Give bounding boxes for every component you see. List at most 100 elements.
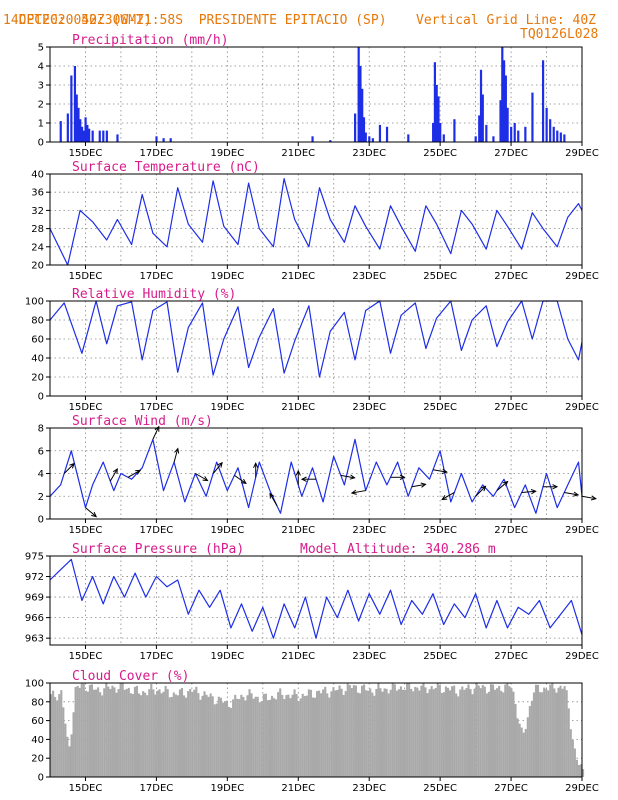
humidity-panel: 0 20 40 60 80 100 15DEC 17DEC 19DEC 21DEC 23DEC 25D… (25, 287, 599, 413)
cloud-column (375, 688, 378, 777)
precip-bar (504, 75, 507, 142)
cloud-column (579, 764, 583, 777)
cloud-column (367, 690, 370, 777)
cloud-column (479, 688, 482, 777)
temperature-series-line (49, 178, 583, 266)
cloud-column (146, 695, 149, 777)
cloud-column (295, 694, 298, 777)
pressure-panel: 963 966 969 972 975 15DEC 17DEC 19DEC 21DEC 23DEC… (25, 542, 599, 662)
precip-bar (357, 47, 360, 142)
cloud-column (305, 695, 308, 777)
precip-bar (169, 138, 172, 142)
cloud-column (84, 690, 87, 777)
wind-arrow-shaft (195, 473, 208, 481)
cloud-column (477, 685, 480, 777)
x-tick-label: 15DEC (69, 651, 103, 662)
cloud-column (129, 693, 132, 777)
wind-title: Surface Wind (m/s) (72, 414, 213, 429)
cloud-column (373, 695, 376, 777)
precip-bar (364, 132, 367, 142)
cloud-column (252, 698, 255, 777)
precip-bar (442, 134, 445, 142)
wind-arrow-head (441, 495, 448, 501)
cloud-column (342, 694, 345, 777)
cloud-column (371, 692, 374, 777)
cloud-column (260, 701, 263, 777)
wind-arrow (564, 491, 580, 497)
precip-bar (502, 60, 506, 142)
wind-arrow-head (217, 461, 223, 468)
x-tick-label: 25DEC (423, 402, 457, 413)
precipitation-frame (49, 46, 583, 143)
cloud-column (115, 692, 118, 777)
precip-bar (481, 94, 484, 142)
cloud-column (363, 684, 366, 777)
cloud-column (530, 700, 533, 777)
cloud-column (352, 685, 355, 777)
cloud-column (168, 697, 171, 777)
cloud-column (301, 693, 304, 777)
cloud-column (577, 764, 581, 777)
cloud-column (457, 696, 460, 777)
cloud-column (328, 697, 331, 777)
cloud-column (189, 689, 192, 777)
precip-bar (311, 136, 314, 142)
cloud-column (451, 686, 454, 777)
x-tick-label: 23DEC (352, 271, 386, 282)
wind-arrow (152, 425, 160, 440)
cloud-column (64, 723, 67, 777)
cloud-column (444, 686, 448, 777)
precip-bar (59, 121, 62, 142)
wind-panel: 0 2 4 6 8 15DEC 17DEC 19DEC 21DEC 23DEC 25DEC 27DEC… (38, 414, 599, 536)
cloud-column (520, 727, 523, 777)
cloud-column (299, 698, 302, 777)
cloud-column (105, 683, 108, 777)
x-tick-label: 15DEC (69, 525, 103, 536)
cloud-column (369, 688, 372, 777)
cloud-column (395, 690, 398, 777)
y-tick-label: 972 (25, 572, 44, 583)
cloud-column (228, 706, 231, 777)
precip-bar (437, 96, 440, 142)
cloud-column (350, 687, 353, 777)
y-tick-label: 20 (31, 373, 44, 384)
cloud-column (356, 692, 360, 777)
y-tick-label: 40 (31, 170, 44, 181)
x-tick-label: 29DEC (565, 148, 599, 159)
cloud-column (209, 693, 212, 777)
cloud-column (174, 694, 177, 777)
precip-bar (368, 136, 371, 142)
y-tick-label: 969 (25, 593, 44, 604)
x-tick-label: 17DEC (140, 783, 174, 794)
cloud-column (180, 687, 184, 777)
cloud-column (221, 702, 224, 777)
cloud-column (140, 695, 143, 777)
cloud-column (54, 696, 57, 777)
wind-arrow-shaft (109, 468, 118, 482)
cloud-column (377, 683, 380, 777)
precip-bar (517, 130, 520, 142)
cloud-column (536, 684, 540, 777)
cloud-column (414, 686, 417, 777)
precip-bar (359, 66, 362, 142)
cloud-column (500, 690, 503, 777)
cloud-column (99, 692, 102, 777)
cloud-column (133, 686, 136, 777)
cloud-column (420, 685, 423, 777)
precip-bar (88, 128, 91, 142)
cloud-column (66, 736, 69, 777)
wind-arrow (253, 462, 259, 478)
cloud-column (473, 688, 476, 777)
cloud-column (381, 691, 384, 777)
precip-bar (510, 126, 513, 142)
x-tick-label: 27DEC (494, 271, 528, 282)
precip-bar (98, 130, 101, 142)
precipitation-panel: 0 1 2 3 4 5 15DEC 17DEC 19DEC 21DEC 23DEC 25DEC 27DE… (38, 33, 599, 159)
cloud-column (461, 686, 464, 777)
precip-bar (91, 130, 94, 142)
wind-arrow-shaft (432, 469, 447, 473)
cloud-column (256, 696, 259, 777)
wind-arrow (581, 495, 597, 501)
cloud-column (109, 689, 112, 777)
cloud-column (281, 694, 284, 777)
